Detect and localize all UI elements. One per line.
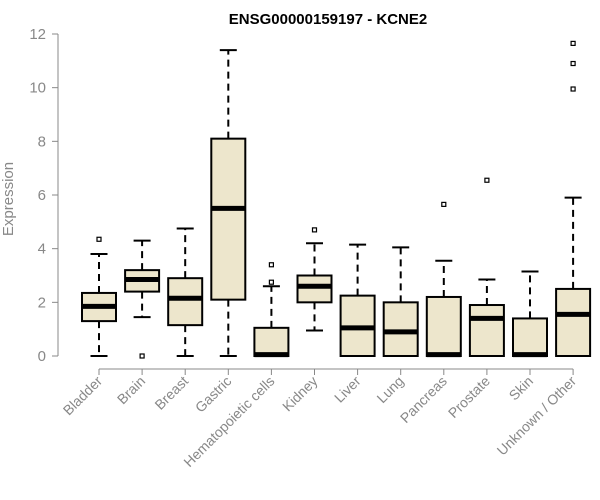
y-axis: 0 2 4 6 8 10 12 <box>29 26 59 365</box>
x-tick-label: Kidney <box>279 373 321 415</box>
box-iqr <box>253 326 290 358</box>
x-tick-label: Breast <box>151 373 191 413</box>
box-group <box>512 270 548 358</box>
box-iqr <box>468 304 505 357</box>
box-group <box>425 201 462 358</box>
chart-title: ENSG00000159197 - KCNE2 <box>229 11 427 28</box>
y-tick-label: 6 <box>38 187 46 204</box>
outlier-point <box>441 201 447 207</box>
box-group <box>382 246 419 358</box>
outlier-point <box>268 262 274 268</box>
x-tick-label: Pancreas <box>397 373 450 426</box>
x-tick-label: Unknown / Other <box>494 373 580 459</box>
outlier-point <box>96 236 102 242</box>
x-tick-label: Bladder <box>60 373 106 419</box>
x-tick-label: Prostate <box>445 373 493 421</box>
y-tick-label: 2 <box>38 294 46 311</box>
x-tick-label: Skin <box>506 373 537 404</box>
box-group <box>253 262 290 358</box>
box-iqr <box>512 317 548 357</box>
outlier-point <box>570 40 576 46</box>
box-iqr <box>425 295 462 358</box>
y-tick-label: 0 <box>38 348 46 365</box>
box-group <box>296 227 333 332</box>
outlier-point <box>570 60 576 67</box>
box-iqr <box>382 301 419 358</box>
box-iqr <box>296 274 333 304</box>
y-tick-label: 8 <box>38 133 46 150</box>
outlier-point <box>570 86 576 92</box>
box-group <box>468 177 505 357</box>
outlier-point <box>139 353 145 359</box>
y-tick-label: 12 <box>29 26 46 43</box>
outlier-point <box>268 279 274 285</box>
x-tick-label: Brain <box>114 373 148 407</box>
box-group <box>555 40 592 357</box>
x-tick-label: Lung <box>373 373 406 406</box>
y-tick-label: 10 <box>29 80 46 97</box>
outlier-point <box>484 177 490 183</box>
box-iqr <box>210 137 247 301</box>
x-tick-label: Gastric <box>192 373 235 416</box>
box-group <box>210 49 247 357</box>
outlier-point <box>311 227 318 233</box>
box-series <box>81 40 592 359</box>
x-tick-label: Liver <box>331 373 364 406</box>
y-tick-label: 4 <box>38 241 46 258</box>
box-iqr <box>555 287 592 357</box>
box-group <box>339 243 376 357</box>
box-iqr <box>167 277 204 327</box>
y-axis-label: Expression <box>0 162 17 236</box>
box-group <box>167 227 204 357</box>
box-group <box>81 236 117 357</box>
box-group <box>124 239 161 359</box>
